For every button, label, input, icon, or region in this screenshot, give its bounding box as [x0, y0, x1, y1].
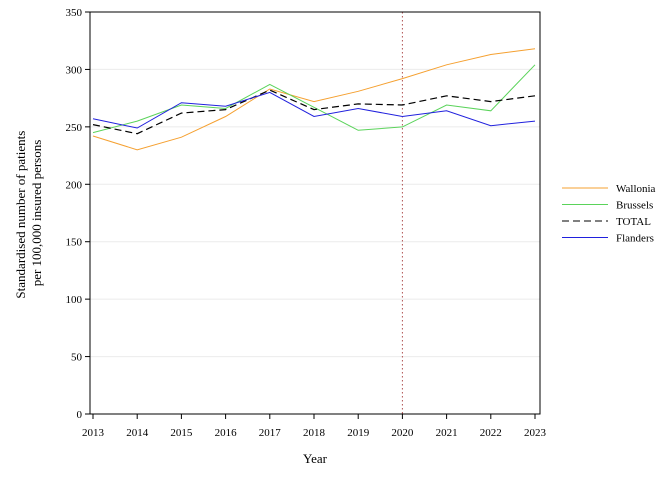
legend-label-total: TOTAL — [616, 216, 651, 228]
x-tick-label: 2023 — [524, 427, 547, 439]
y-tick-label: 150 — [66, 237, 83, 249]
series-layer — [92, 48, 536, 151]
x-tick-label: 2018 — [303, 427, 326, 439]
x-tick-label: 2013 — [82, 427, 105, 439]
x-axis: 2013 2014 2015 2016 2017 2018 2019 2020 2021 2022… — [82, 414, 547, 439]
series-line-wallonia — [92, 48, 536, 151]
x-tick-label: 2017 — [259, 427, 282, 439]
legend-label-wallonia: Wallonia — [616, 183, 656, 195]
x-tick-label: 2020 — [391, 427, 414, 439]
x-tick-label: 2022 — [480, 427, 502, 439]
x-tick-label: 2019 — [347, 427, 370, 439]
series-line-brussels — [92, 64, 536, 134]
series-line-flanders — [92, 91, 536, 129]
x-tick-label: 2015 — [170, 427, 193, 439]
x-axis-title: Year — [303, 451, 328, 466]
x-tick-label: 2021 — [436, 427, 458, 439]
plot-frame — [89, 11, 541, 415]
y-axis-title-line-1: Standardised number of patients — [13, 131, 28, 299]
series-line-total — [92, 89, 536, 135]
y-tick-label: 100 — [66, 294, 83, 306]
y-axis-title-line-2: per 100,000 insured persons — [29, 140, 44, 287]
x-tick-label: 2014 — [126, 427, 149, 439]
gridlines — [90, 11, 540, 358]
y-axis-title: Standardised number of patients per 100,… — [13, 127, 44, 298]
x-tick-label: 2016 — [215, 427, 238, 439]
y-tick-label: 250 — [66, 122, 83, 134]
legend-label-flanders: Flanders — [616, 233, 654, 245]
legend: Wallonia Brussels TOTAL Flanders — [562, 183, 656, 245]
y-tick-label: 0 — [77, 409, 83, 421]
y-tick-label: 200 — [66, 179, 83, 191]
y-tick-label: 350 — [66, 7, 83, 19]
legend-label-brussels: Brussels — [616, 200, 653, 212]
y-tick-label: 300 — [66, 64, 83, 76]
y-axis: 0 50 100 150 200 250 300 350 — [66, 7, 90, 421]
y-tick-label: 50 — [71, 352, 83, 364]
